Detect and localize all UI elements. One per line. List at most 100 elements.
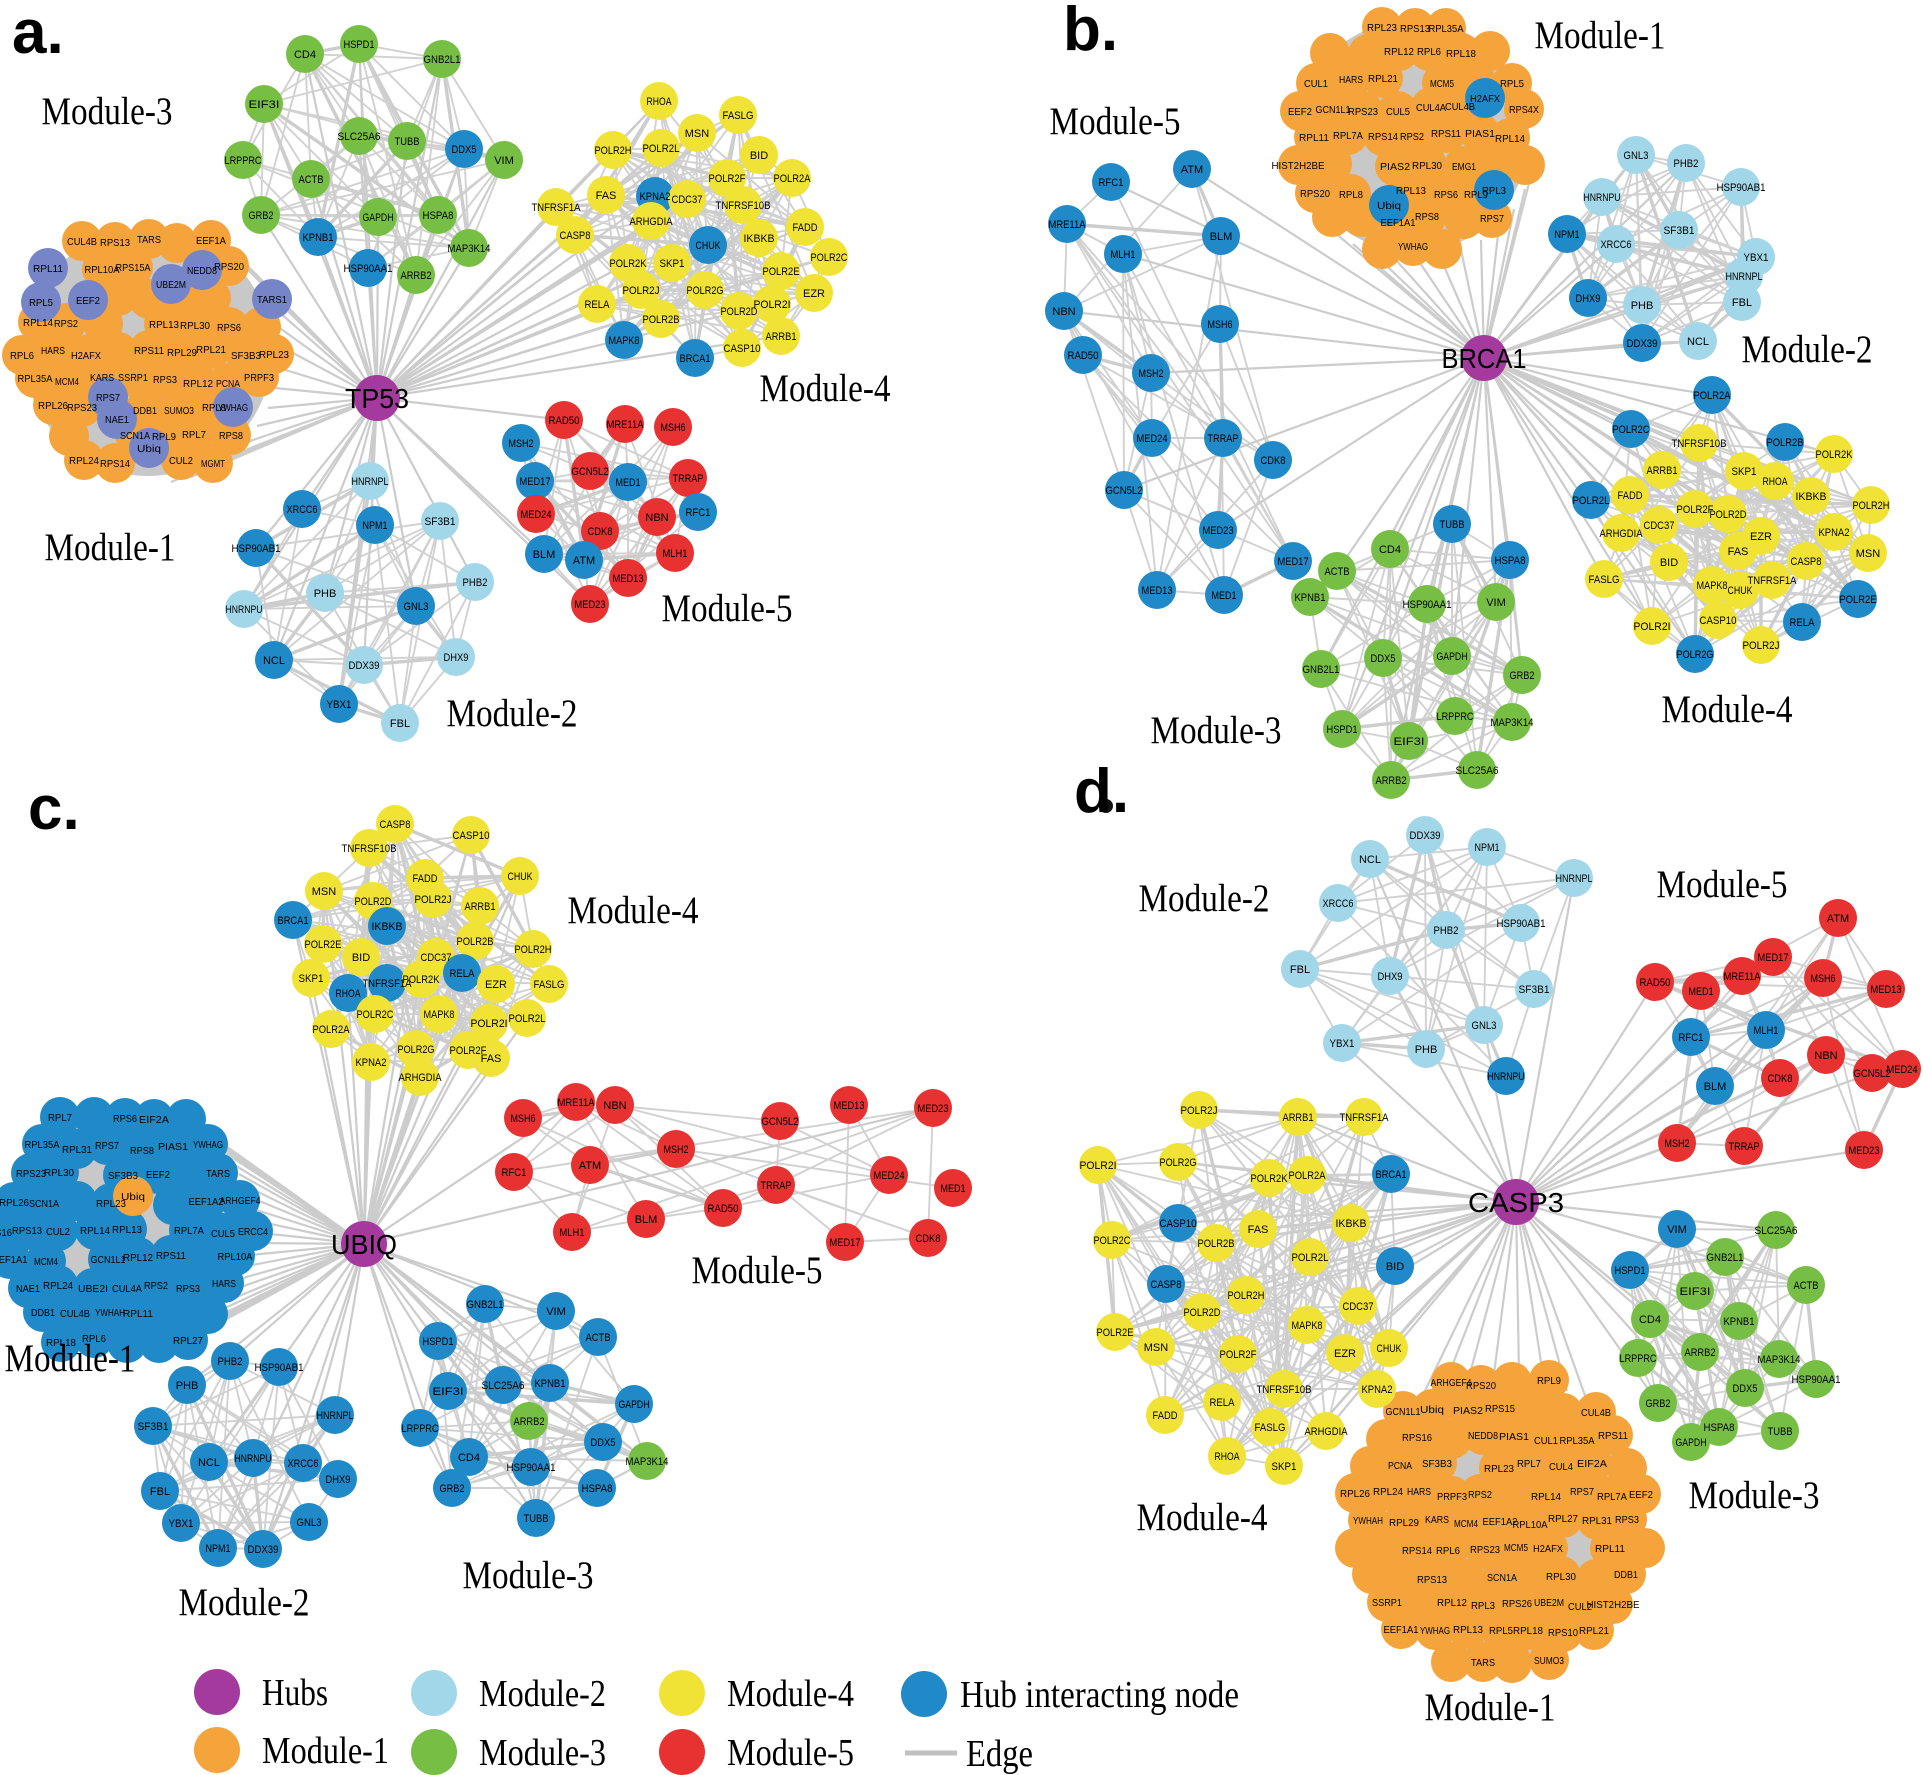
svg-text:ATM: ATM [1827, 913, 1849, 925]
svg-text:DDX5: DDX5 [591, 1437, 616, 1449]
svg-text:ARHGDIA: ARHGDIA [1600, 528, 1644, 540]
svg-text:RPS11: RPS11 [156, 1250, 186, 1262]
svg-text:KPNA2: KPNA2 [640, 191, 671, 203]
svg-text:FBL: FBL [390, 718, 410, 730]
svg-text:LRPPRC: LRPPRC [402, 1423, 439, 1435]
svg-text:RPL3: RPL3 [1482, 185, 1506, 197]
svg-text:RPL29: RPL29 [167, 347, 197, 359]
svg-text:GAPDH: GAPDH [1676, 1437, 1707, 1449]
svg-text:HNRNPL: HNRNPL [317, 1410, 354, 1422]
svg-text:RPL30: RPL30 [44, 1167, 74, 1179]
svg-text:POLR2D: POLR2D [721, 306, 758, 318]
svg-text:BLM: BLM [1210, 231, 1233, 243]
svg-text:MCM5: MCM5 [1430, 78, 1454, 90]
svg-text:CASP8: CASP8 [1791, 556, 1822, 568]
svg-text:UBE2I: UBE2I [78, 1283, 108, 1295]
svg-text:BRCA1: BRCA1 [1376, 1169, 1407, 1181]
svg-text:ACTB: ACTB [299, 174, 324, 186]
svg-text:Module-5: Module-5 [662, 587, 793, 630]
svg-text:MED13: MED13 [834, 1100, 865, 1112]
svg-text:HARS: HARS [1339, 74, 1363, 86]
svg-text:CDK8: CDK8 [1261, 455, 1286, 467]
svg-text:POLR2A: POLR2A [774, 173, 812, 185]
svg-text:NPM1: NPM1 [206, 1543, 231, 1555]
svg-text:BRCA1: BRCA1 [680, 353, 711, 365]
svg-text:TRRAP: TRRAP [761, 1180, 792, 1192]
svg-text:PHB: PHB [176, 1380, 199, 1392]
svg-text:POLR2J: POLR2J [623, 285, 660, 297]
svg-text:RPL10A: RPL10A [1513, 1519, 1548, 1531]
svg-text:MSH6: MSH6 [661, 422, 686, 434]
svg-text:HSP90AA1: HSP90AA1 [1403, 599, 1452, 611]
svg-text:Module-1: Module-1 [262, 1730, 389, 1772]
svg-text:Module-2: Module-2 [179, 1581, 310, 1624]
svg-text:HSPD1: HSPD1 [344, 39, 375, 51]
svg-text:POLR2K: POLR2K [1816, 449, 1854, 461]
svg-text:CASP3: CASP3 [1468, 1187, 1564, 1218]
svg-text:HSPD1: HSPD1 [1327, 724, 1358, 736]
svg-text:MSH2: MSH2 [509, 438, 534, 450]
svg-text:HNRNPU: HNRNPU [1488, 1071, 1525, 1083]
svg-text:DDX39: DDX39 [349, 660, 380, 672]
svg-text:PIAS1: PIAS1 [1465, 128, 1495, 140]
svg-text:ARHGEF4: ARHGEF4 [220, 1195, 261, 1207]
svg-text:IKBKB: IKBKB [372, 921, 403, 933]
svg-text:POLR2A: POLR2A [313, 1024, 351, 1036]
svg-text:H2AFX: H2AFX [1533, 1543, 1563, 1555]
svg-text:MLH1: MLH1 [1754, 1025, 1779, 1037]
svg-text:GCN5L2: GCN5L2 [1106, 485, 1143, 497]
svg-text:BID: BID [1386, 1261, 1404, 1273]
svg-text:RPL23: RPL23 [96, 1198, 126, 1210]
svg-text:POLR2G: POLR2G [1160, 1157, 1197, 1169]
svg-text:BRCA1: BRCA1 [278, 915, 309, 927]
svg-text:RPL14: RPL14 [80, 1225, 110, 1237]
svg-text:RHOA: RHOA [1215, 1451, 1241, 1463]
svg-text:PHB: PHB [1415, 1044, 1438, 1056]
svg-text:MAP3K14: MAP3K14 [1758, 1354, 1801, 1366]
svg-text:RAD50: RAD50 [1068, 350, 1099, 362]
svg-text:MRE11A: MRE11A [558, 1097, 596, 1109]
svg-text:CDK8: CDK8 [1768, 1073, 1793, 1085]
svg-text:POLR2I: POLR2I [1080, 1160, 1117, 1172]
svg-text:PIAS1: PIAS1 [158, 1141, 188, 1153]
svg-text:RPL5: RPL5 [1489, 1625, 1513, 1637]
svg-text:BLM: BLM [533, 549, 556, 561]
svg-text:POLR2E: POLR2E [1097, 1327, 1134, 1339]
svg-text:KPNB1: KPNB1 [1724, 1316, 1755, 1328]
svg-text:YWHAG: YWHAG [193, 1139, 223, 1151]
svg-text:CHUK: CHUK [1728, 585, 1754, 597]
svg-text:MED17: MED17 [520, 476, 551, 488]
svg-text:ARRB1: ARRB1 [1647, 465, 1678, 477]
svg-text:RPL10A: RPL10A [85, 264, 120, 276]
svg-text:POLR2C: POLR2C [357, 1009, 394, 1021]
svg-text:RFC1: RFC1 [1099, 177, 1124, 189]
svg-text:RPL7: RPL7 [182, 429, 206, 441]
svg-text:TP53: TP53 [345, 383, 409, 414]
svg-text:TRRAP: TRRAP [1729, 1141, 1760, 1153]
svg-text:POLR2L: POLR2L [1573, 495, 1610, 507]
svg-text:POLR2C: POLR2C [1094, 1235, 1131, 1247]
svg-text:MGMT: MGMT [201, 458, 225, 470]
svg-text:Ubiq: Ubiq [121, 1191, 145, 1203]
svg-text:CUL4B: CUL4B [1445, 101, 1475, 113]
svg-text:RPS14: RPS14 [1368, 131, 1398, 143]
svg-text:Module-1: Module-1 [1535, 14, 1666, 57]
svg-text:RPL8: RPL8 [1339, 189, 1363, 201]
svg-text:Module-2: Module-2 [1139, 877, 1270, 920]
svg-text:ARHGDIA: ARHGDIA [1305, 1426, 1349, 1438]
svg-text:MAPK8: MAPK8 [1292, 1320, 1323, 1332]
svg-text:NPM1: NPM1 [363, 520, 388, 532]
svg-text:POLR2D: POLR2D [355, 896, 392, 908]
svg-text:FAS: FAS [1248, 1224, 1269, 1236]
svg-text:TNFRSF1A: TNFRSF1A [1340, 1112, 1390, 1124]
svg-text:MSN: MSN [1856, 548, 1881, 560]
svg-text:SCN1A: SCN1A [120, 430, 150, 442]
svg-text:RPL3: RPL3 [1471, 1600, 1495, 1612]
svg-text:HNRNPU: HNRNPU [226, 604, 263, 616]
svg-text:POLR2H: POLR2H [1853, 500, 1890, 512]
svg-text:EIF3I: EIF3I [433, 1386, 464, 1398]
svg-text:IKBKB: IKBKB [1336, 1218, 1367, 1230]
svg-text:NBN: NBN [645, 512, 668, 524]
svg-text:DHX9: DHX9 [444, 652, 469, 664]
svg-text:MLH1: MLH1 [663, 548, 688, 560]
